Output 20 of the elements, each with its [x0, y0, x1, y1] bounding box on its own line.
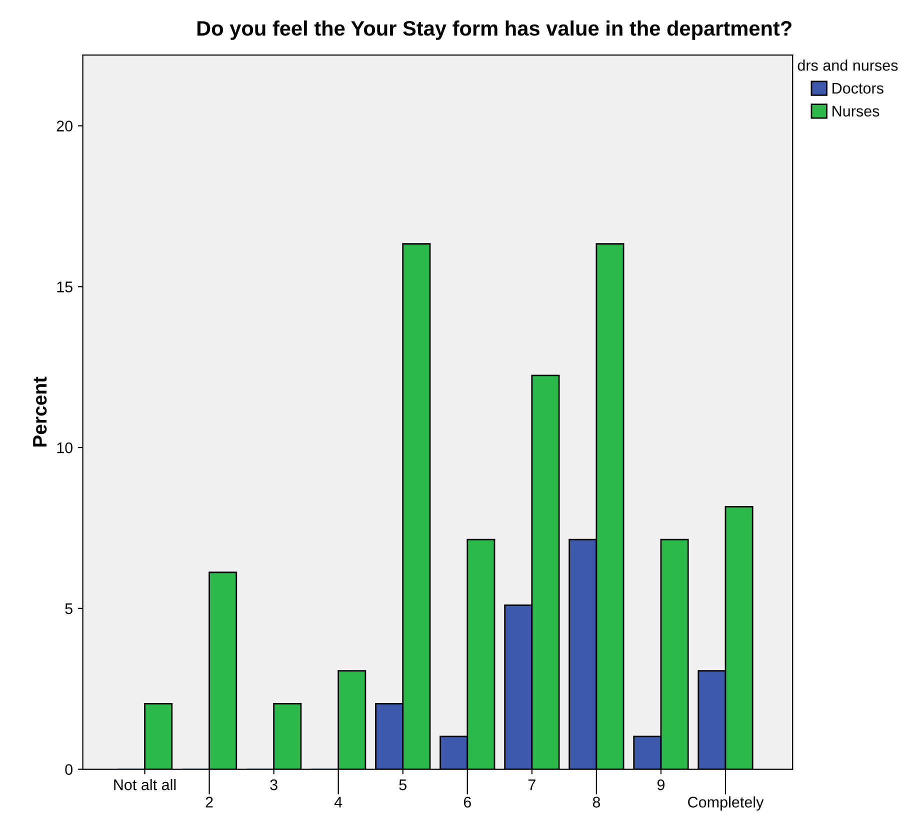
x-tick-label: 7 [528, 780, 536, 790]
y-tick-label: 0 [65, 764, 72, 775]
x-tick-label: 2 [206, 796, 213, 808]
x-tick-label: 6 [464, 796, 471, 808]
legend-label: Nurses [832, 106, 880, 117]
legend-title: drs and nurses [798, 60, 898, 71]
y-tick-label: 20 [56, 120, 72, 132]
chart-title: Do you feel the Your Stay form has value in the department? [197, 20, 792, 40]
x-tick-label: 8 [592, 796, 600, 808]
x-tick-label: Completely [688, 796, 764, 811]
x-tick-label: 5 [399, 780, 406, 790]
y-tick-label: 15 [57, 282, 72, 292]
x-tick-label: 4 [334, 796, 342, 808]
y-axis-title: Percent [33, 376, 47, 447]
x-tick-label: 9 [657, 779, 664, 790]
y-tick-label: 10 [57, 442, 72, 454]
y-tick-label: 5 [65, 603, 72, 614]
x-tick-label: Not alt all [114, 779, 176, 790]
legend-label: Doctors [832, 83, 884, 94]
x-tick-label: 3 [270, 779, 278, 790]
